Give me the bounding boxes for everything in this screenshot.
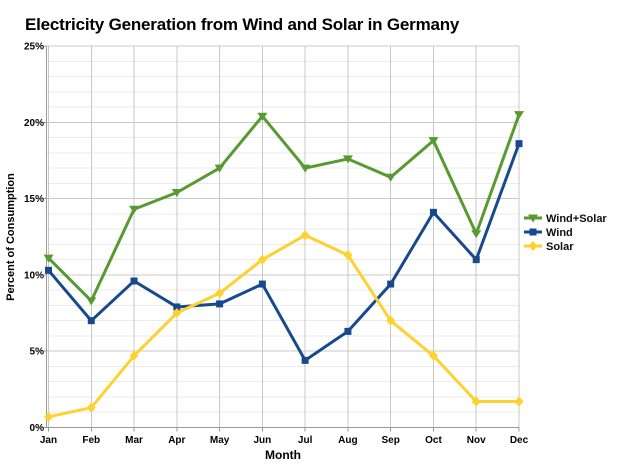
x-tick-label: Dec xyxy=(510,435,529,446)
x-tick-label: Oct xyxy=(425,435,442,446)
plot-area: 0% 5% 10% 15% 20% 25% Jan Feb Mar Apr May Jun Jul Aug… xyxy=(24,42,529,447)
series-line-solar xyxy=(48,233,519,419)
data-point-marker xyxy=(44,411,53,422)
data-point-marker xyxy=(385,173,396,182)
data-point-marker xyxy=(344,327,352,335)
data-point-marker xyxy=(45,266,52,274)
data-point-marker xyxy=(43,254,54,263)
x-tick-label: Aug xyxy=(338,435,357,446)
data-point-marker xyxy=(471,396,481,407)
data-point-marker xyxy=(342,155,353,164)
data-point-marker xyxy=(215,288,225,299)
x-tick-label: Apr xyxy=(168,435,185,446)
data-point-marker xyxy=(387,280,395,288)
data-point-marker xyxy=(428,137,439,146)
legend-label: Wind+Solar xyxy=(546,213,607,225)
legend-item-wind-solar: Wind+Solar xyxy=(524,213,607,225)
legend: Wind+Solar Wind Solar xyxy=(524,213,607,253)
data-point-marker xyxy=(429,208,437,216)
legend-item-wind: Wind xyxy=(524,227,573,239)
y-tick-label: 5% xyxy=(30,347,45,358)
data-point-marker xyxy=(300,164,311,173)
data-point-marker xyxy=(171,188,182,197)
data-point-marker xyxy=(216,300,224,308)
data-point-marker xyxy=(300,230,310,241)
y-tick-label: 25% xyxy=(24,42,44,53)
y-tick-label: 0% xyxy=(30,423,45,434)
data-point-marker xyxy=(86,297,97,306)
x-tick-label: Nov xyxy=(467,435,486,446)
data-point-marker xyxy=(214,164,225,173)
data-point-marker xyxy=(129,205,140,214)
legend-marker xyxy=(529,228,537,236)
data-point-marker xyxy=(515,140,523,148)
x-tick-label: Sep xyxy=(382,435,400,446)
data-point-marker xyxy=(172,308,182,319)
data-point-marker xyxy=(386,315,396,326)
legend-label: Wind xyxy=(546,227,573,239)
y-tick-label: 20% xyxy=(24,118,44,129)
legend-label: Solar xyxy=(546,241,574,253)
y-tick-label: 10% xyxy=(24,270,44,281)
series-solar xyxy=(44,230,524,422)
x-tick-label: Jan xyxy=(40,435,57,446)
x-tick-label: Jul xyxy=(298,435,313,446)
data-point-marker xyxy=(173,303,181,311)
x-tick-label: Jun xyxy=(253,435,271,446)
data-point-marker xyxy=(514,396,524,407)
data-point-marker xyxy=(129,350,139,361)
series-wind xyxy=(45,140,523,364)
x-tick-label: Mar xyxy=(125,435,143,446)
data-point-marker xyxy=(258,280,266,288)
series-line-wind-solar xyxy=(47,113,521,304)
y-tick-label: 15% xyxy=(24,194,44,205)
data-point-marker xyxy=(472,256,480,264)
data-point-marker xyxy=(86,402,96,413)
data-point-marker xyxy=(87,317,95,325)
legend-marker xyxy=(528,214,538,223)
data-point-marker xyxy=(257,254,267,265)
x-tick-label: Feb xyxy=(82,435,100,446)
axes: 0% 5% 10% 15% 20% 25% Jan Feb Mar Apr May Jun Jul Aug… xyxy=(24,42,529,447)
legend-marker xyxy=(528,241,538,251)
x-axis-title: Month xyxy=(265,448,301,462)
data-point-marker xyxy=(301,356,309,364)
data-point-marker xyxy=(428,350,438,361)
data-point-marker xyxy=(257,112,268,121)
series-wind-solar xyxy=(43,111,524,306)
series-line-wind xyxy=(47,143,521,363)
x-tick-label: May xyxy=(210,435,230,446)
data-point-marker xyxy=(471,230,482,239)
legend-item-solar: Solar xyxy=(524,241,574,253)
major-gridlines xyxy=(46,45,519,352)
minor-gridlines xyxy=(46,60,519,413)
data-point-marker xyxy=(343,250,353,261)
data-point-marker xyxy=(130,277,138,285)
vertical-gridlines xyxy=(48,46,520,428)
data-point-marker xyxy=(514,111,524,120)
y-axis-title: Percent of Consumption xyxy=(5,173,17,301)
chart-title: Electricity Generation from Wind and Sol… xyxy=(25,15,460,34)
